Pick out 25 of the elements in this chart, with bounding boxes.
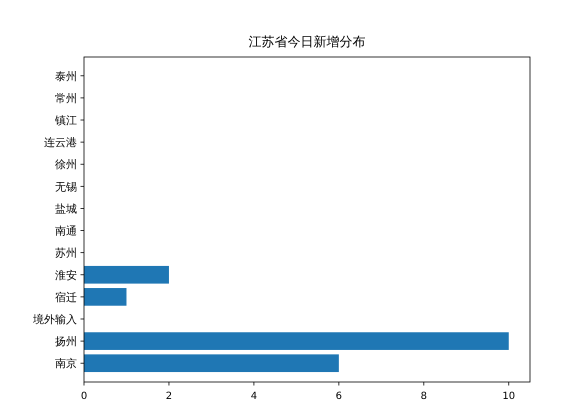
y-tick-label: 南通 bbox=[55, 224, 77, 238]
y-tick-label: 泰州 bbox=[55, 70, 77, 83]
y-tick-label: 淮安 bbox=[55, 268, 77, 282]
chart-title: 江苏省今日新增分布 bbox=[248, 35, 366, 50]
y-tick-label: 连云港 bbox=[44, 136, 77, 150]
x-tick-label: 2 bbox=[166, 391, 172, 402]
y-tick-label: 扬州 bbox=[55, 335, 77, 348]
y-tick-label: 无锡 bbox=[55, 180, 77, 194]
y-tick-label: 徐州 bbox=[55, 158, 77, 172]
x-tick-label: 4 bbox=[250, 391, 258, 402]
x-tick-label: 6 bbox=[336, 391, 342, 402]
y-tick-label: 宿迁 bbox=[55, 290, 77, 304]
y-tick-label: 苏州 bbox=[55, 246, 77, 260]
y-tick-label: 南京 bbox=[55, 357, 77, 370]
bar bbox=[84, 354, 339, 372]
y-tick-label: 常州 bbox=[55, 92, 77, 105]
bar bbox=[84, 288, 126, 306]
x-tick-label: 8 bbox=[420, 391, 427, 402]
bar bbox=[84, 266, 169, 284]
y-tick-label: 盐城 bbox=[55, 202, 77, 216]
x-tick-label: 0 bbox=[80, 391, 88, 402]
bar bbox=[84, 332, 509, 350]
y-tick-label: 境外输入 bbox=[32, 312, 77, 326]
x-tick-label: 10 bbox=[502, 391, 516, 402]
y-tick-label: 镇江 bbox=[54, 114, 77, 128]
